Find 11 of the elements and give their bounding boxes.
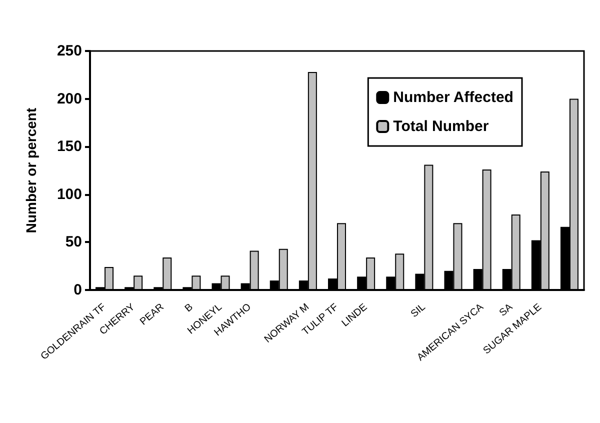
legend-label: Total Number	[393, 118, 489, 135]
y-tick-label: 50	[65, 234, 82, 251]
y-axis-title: Number or percent	[23, 108, 39, 234]
legend-label: Number Affected	[393, 89, 514, 106]
y-tick-label: 250	[56, 42, 82, 60]
y-tick-label: 0	[74, 282, 82, 298]
y-tick-label: 150	[56, 138, 82, 156]
x-tick-label: SA	[498, 302, 516, 319]
x-tick-label: SIL	[409, 302, 428, 320]
y-tick-label: 200	[56, 90, 82, 108]
y-tick-label: 100	[56, 186, 82, 203]
